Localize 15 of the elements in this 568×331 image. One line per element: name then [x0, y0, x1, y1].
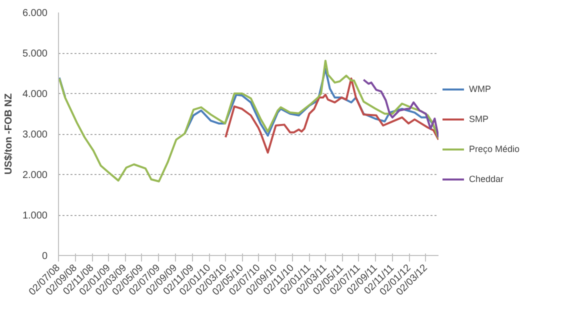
y-tick-label: 0: [42, 251, 48, 262]
line-series: [362, 78, 438, 138]
line-series: [224, 78, 438, 154]
y-tick-label: 5.000: [22, 48, 48, 60]
legend-label: Cheddar: [469, 174, 504, 184]
legend-label: SMP: [469, 114, 489, 124]
y-tick-label: 1.000: [22, 210, 48, 222]
legend-label: WMP: [469, 84, 491, 94]
y-axis-title: US$/ton -FOB NZ: [3, 93, 14, 175]
legend-label: Preço Médio: [469, 144, 520, 154]
y-tick-label: 6.000: [22, 8, 48, 19]
y-tick-label: 3.000: [22, 130, 48, 140]
y-tick-label: 4.000: [22, 89, 48, 100]
line-series: [58, 60, 438, 182]
y-tick-label: 2.000: [22, 170, 48, 181]
